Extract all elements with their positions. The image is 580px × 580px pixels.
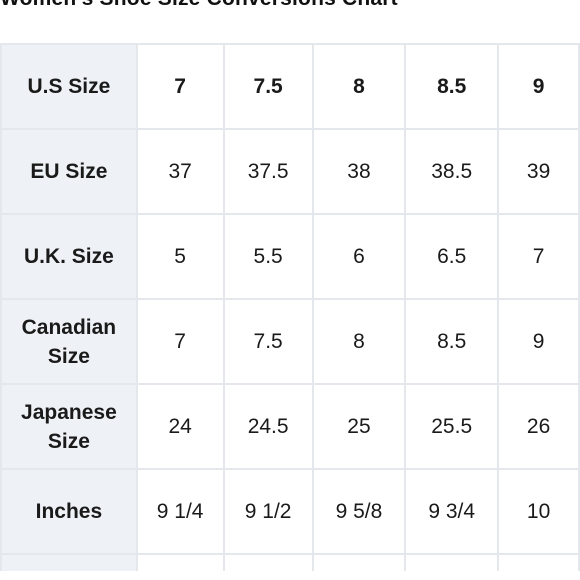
table-row-canadian-size: Canadian Size 7 7.5 8 8.5 9 [0,298,580,385]
table-cell: 9 [497,43,580,130]
table-cell: 6.5 [404,213,500,300]
table-row-cut-off [0,553,580,571]
size-conversion-table: U.S Size 7 7.5 8 8.5 9 EU Size 37 37.5 3… [0,43,580,571]
table-cell-partial [404,553,500,571]
row-header: EU Size [0,128,138,215]
table-row-inches: Inches 9 1/4 9 1/2 9 5/8 9 3/4 10 [0,468,580,555]
table-cell: 5 [135,213,225,300]
table-cell: 25 [311,383,407,470]
table-cell-partial [311,553,407,571]
table-cell: 9 [497,298,580,385]
chart-title: Women's Shoe Size Conversions Chart [0,0,580,13]
table-cell: 37.5 [222,128,314,215]
table-cell: 39 [497,128,580,215]
table-cell-partial [497,553,580,571]
table-cell: 8.5 [404,298,500,385]
table-row-us-size: U.S Size 7 7.5 8 8.5 9 [0,43,580,130]
table-cell: 38 [311,128,407,215]
table-cell: 25.5 [404,383,500,470]
table-cell: 8 [311,43,407,130]
table-cell-partial [135,553,225,571]
table-cell: 9 3/4 [404,468,500,555]
table-row-uk-size: U.K. Size 5 5.5 6 6.5 7 [0,213,580,300]
table-cell: 8.5 [404,43,500,130]
table-cell: 24.5 [222,383,314,470]
row-header: Japanese Size [0,383,138,470]
row-header: U.K. Size [0,213,138,300]
table-cell-partial [222,553,314,571]
table-cell: 37 [135,128,225,215]
row-header-partial [0,553,138,571]
table-cell: 9 1/4 [135,468,225,555]
table-cell: 9 1/2 [222,468,314,555]
row-header: Inches [0,468,138,555]
table-row-eu-size: EU Size 37 37.5 38 38.5 39 [0,128,580,215]
table-cell: 7 [497,213,580,300]
table-cell: 6 [311,213,407,300]
row-header: Canadian Size [0,298,138,385]
table-cell: 5.5 [222,213,314,300]
row-header: U.S Size [0,43,138,130]
table-cell: 7.5 [222,298,314,385]
table-cell: 38.5 [404,128,500,215]
table-row-japanese-size: Japanese Size 24 24.5 25 25.5 26 [0,383,580,470]
table-cell: 24 [135,383,225,470]
table-cell: 26 [497,383,580,470]
table-cell: 7.5 [222,43,314,130]
table-cell: 10 [497,468,580,555]
table-cell: 9 5/8 [311,468,407,555]
table-cell: 7 [135,43,225,130]
table-cell: 7 [135,298,225,385]
table-cell: 8 [311,298,407,385]
